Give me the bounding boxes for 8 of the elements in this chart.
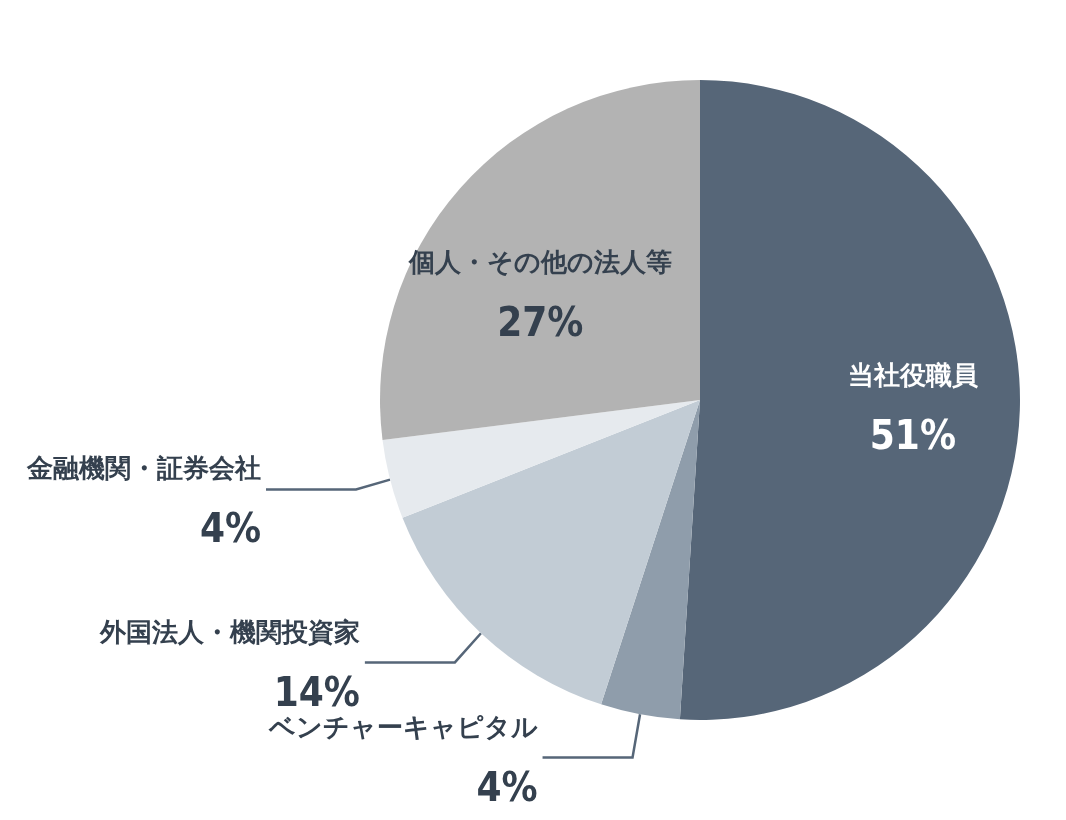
data-label: 51%: [869, 412, 956, 459]
data-label: 4%: [199, 505, 261, 552]
slice-label: 外国法人・機関投資家: [98, 617, 360, 648]
data-label: 4%: [476, 764, 538, 811]
slice-label: 個人・その他の法人等: [407, 247, 672, 278]
slice-label: 当社役職員: [847, 360, 978, 391]
data-label: 27%: [497, 299, 584, 346]
slice-label: 金融機関・証券会社: [26, 453, 261, 484]
